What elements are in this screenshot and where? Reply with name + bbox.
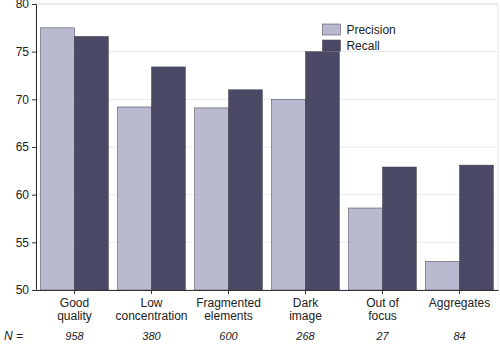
x-tick — [74, 290, 75, 294]
y-tick-label: 70 — [16, 93, 30, 107]
sample-size-label: N = — [4, 329, 23, 343]
x-tick-label: Aggregates — [429, 296, 490, 310]
sample-sizes: N = 958 380 600 268 27 84 — [4, 329, 466, 343]
legend-label: Precision — [346, 23, 395, 37]
bar — [349, 208, 383, 290]
y-tick-label: 55 — [16, 236, 30, 250]
legend-swatch — [322, 40, 340, 51]
x-tick-label: Darkimage — [289, 296, 322, 323]
sample-size: 380 — [142, 330, 161, 342]
y-tick: 75 — [16, 45, 36, 59]
bar — [272, 99, 306, 290]
y-tick-label: 60 — [16, 188, 30, 202]
bar — [383, 167, 417, 290]
y-tick-mark — [32, 147, 36, 148]
bar-series — [75, 36, 494, 290]
bar-series — [41, 28, 460, 290]
x-tick — [228, 290, 229, 294]
legend-entry: Precision — [322, 23, 395, 37]
x-tick — [459, 290, 460, 294]
y-tick-mark — [32, 4, 36, 5]
x-tick-mark — [228, 290, 229, 294]
sample-size: 27 — [375, 330, 389, 342]
chart: 50 55 60 65 70 75 80 Goodquality Lowconcentratio… — [0, 0, 500, 347]
bar — [229, 90, 263, 290]
y-tick: 60 — [16, 188, 36, 202]
y-tick: 55 — [16, 236, 36, 250]
bar — [118, 107, 152, 290]
x-tick-mark — [305, 290, 306, 294]
x-tick-mark — [382, 290, 383, 294]
y-tick-mark — [32, 290, 36, 291]
y-axis-line — [32, 5, 37, 291]
y-tick: 70 — [16, 93, 36, 107]
y-tick: 50 — [16, 283, 36, 297]
grid — [36, 4, 498, 290]
bar — [426, 261, 460, 290]
bar — [195, 108, 229, 290]
sample-size: 600 — [219, 330, 238, 342]
y-tick-label: 50 — [16, 283, 30, 297]
legend-label: Recall — [346, 39, 379, 53]
x-tick-mark — [74, 290, 75, 294]
legend: Precision Recall — [322, 23, 395, 53]
y-tick-label: 75 — [16, 45, 30, 59]
x-tick-labels: Goodquality Lowconcentration Fragmentedele… — [57, 296, 490, 323]
y-tick-label: 65 — [16, 140, 30, 154]
y-tick-mark — [32, 195, 36, 196]
x-tick-label: Lowconcentration — [115, 296, 187, 323]
bar — [306, 52, 340, 290]
y-tick-mark — [32, 52, 36, 53]
bar — [41, 28, 75, 290]
y-tick-mark — [32, 242, 36, 243]
bars — [41, 28, 494, 290]
x-tick-label: Out offocus — [366, 296, 399, 323]
sample-size: 958 — [65, 330, 84, 342]
plot-frame — [36, 4, 498, 290]
grid-line — [36, 4, 498, 5]
bar — [75, 36, 109, 290]
y-axis: 50 55 60 65 70 75 80 — [16, 0, 37, 297]
x-tick — [305, 290, 306, 294]
x-tick-mark — [151, 290, 152, 294]
x-tick-mark — [459, 290, 460, 294]
y-tick: 65 — [16, 140, 36, 154]
x-tick — [151, 290, 152, 294]
x-axis-line — [37, 290, 499, 291]
x-tick — [382, 290, 383, 294]
x-tick-label: Fragmentedelements — [196, 296, 261, 323]
x-axis — [37, 290, 499, 294]
y-tick-mark — [32, 99, 36, 100]
y-tick-label: 80 — [16, 0, 30, 11]
bar — [460, 165, 494, 290]
x-tick-label: Goodquality — [57, 296, 92, 323]
sample-size: 268 — [295, 330, 315, 342]
legend-entry: Recall — [322, 39, 379, 53]
sample-size: 84 — [453, 330, 465, 342]
legend-swatch — [322, 24, 340, 35]
bar — [152, 67, 186, 290]
y-tick: 80 — [16, 0, 36, 11]
plot: 50 55 60 65 70 75 80 Goodquality Lowconcentratio… — [4, 0, 499, 343]
